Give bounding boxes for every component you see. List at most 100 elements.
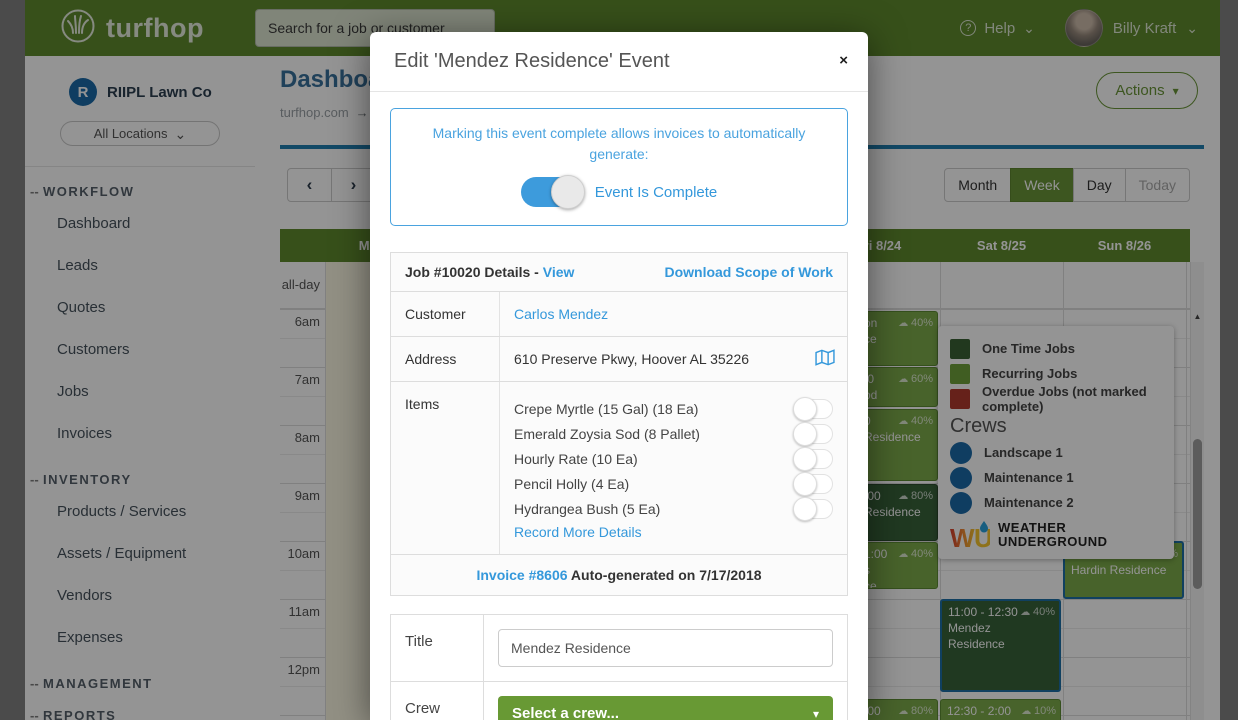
sidebar-item-assets-equipment[interactable]: Assets / Equipment <box>57 545 187 562</box>
legend-item-overdue: Overdue Jobs (not marked complete) <box>950 384 1162 414</box>
item-toggle[interactable] <box>793 471 833 496</box>
sidebar-item-dashboard[interactable]: Dashboard <box>57 215 131 232</box>
calendar-scrollbar[interactable] <box>1190 262 1204 720</box>
title-row: Title <box>391 615 847 682</box>
toggle-label: Event Is Complete <box>594 183 718 201</box>
item-toggle[interactable] <box>793 496 833 521</box>
turfhop-logo[interactable]: turfhop <box>60 0 204 56</box>
modal-body: Marking this event complete allows invoi… <box>370 92 868 720</box>
item-toggle[interactable] <box>793 446 833 471</box>
topbar-right: Help Billy Kraft <box>960 0 1198 56</box>
item-toggle[interactable] <box>793 396 833 421</box>
event-complete-toggle[interactable] <box>520 175 585 209</box>
sidebar: R RIIPL Lawn Co All Locations WORKFLOW D… <box>25 56 255 720</box>
help-label: Help <box>984 19 1016 37</box>
title-label: Title <box>405 633 433 650</box>
sidebar-item-jobs[interactable]: Jobs <box>57 383 89 400</box>
location-label: All Locations <box>93 126 168 141</box>
location-selector[interactable]: All Locations <box>60 121 220 146</box>
caret-down-icon <box>813 705 819 720</box>
time-label: 6am <box>294 314 320 329</box>
calendar-nav: ‹ › <box>287 168 376 202</box>
scrollbar-thumb[interactable] <box>1193 439 1202 589</box>
customer-link[interactable]: Carlos Mendez <box>514 306 609 322</box>
job-item: Emerald Zoysia Sod (8 Pallet) <box>514 421 833 446</box>
crew-select[interactable]: Select a crew... <box>498 696 833 720</box>
download-scope-link[interactable]: Download Scope of Work <box>664 264 833 280</box>
company-logo: R <box>69 78 97 106</box>
job-header-text: Job #10020 Details - <box>405 264 539 280</box>
toggle-knob <box>550 175 585 209</box>
company-name: RIIPL Lawn Co <box>107 83 212 101</box>
breadcrumb[interactable]: turfhop.com <box>280 105 369 120</box>
calendar-event-thomas[interactable]: 10% 12:30 - 2:00Thomas <box>940 699 1061 720</box>
address-row: Address 610 Preserve Pkwy, Hoover AL 352… <box>391 337 847 382</box>
job-item: Hydrangea Bush (5 Ea) <box>514 496 833 521</box>
invoice-row: Invoice #8606 Auto-generated on 7/17/201… <box>391 555 847 595</box>
items-row: Items Crepe Myrtle (15 Gal) (18 Ea) Emer… <box>391 382 847 555</box>
actions-button[interactable]: Actions <box>1096 72 1198 109</box>
wu-icon: W U <box>950 521 990 551</box>
view-day-button[interactable]: Day <box>1072 168 1126 202</box>
help-icon <box>960 20 977 36</box>
crew-row: Crew Select a crew... <box>391 682 847 720</box>
user-menu[interactable]: Billy Kraft <box>1064 9 1198 47</box>
complete-banner: Marking this event complete allows invoi… <box>390 108 848 226</box>
svg-text:W: W <box>950 523 975 551</box>
legend-crew-maintenance-2: Maintenance 2 <box>950 490 1162 515</box>
item-toggle[interactable] <box>793 421 833 446</box>
column-divider <box>325 262 326 720</box>
title-input[interactable] <box>498 629 833 667</box>
close-icon[interactable]: × <box>839 52 848 69</box>
toggle-row: Event Is Complete <box>419 175 819 209</box>
legend-item-recurring: Recurring Jobs <box>950 361 1162 386</box>
weather-forecast: 80% <box>898 488 933 505</box>
day-header-sat: Sat 8/25 <box>976 238 1027 253</box>
job-item: Pencil Holly (4 Ea) <box>514 471 833 496</box>
sidebar-item-leads[interactable]: Leads <box>57 257 98 274</box>
time-label: 8am <box>294 430 320 445</box>
help-menu[interactable]: Help <box>960 20 1035 37</box>
banner-text: Marking this event complete allows invoi… <box>432 125 806 162</box>
brand-name: turfhop <box>106 12 204 43</box>
crews-title: Crews <box>950 415 1007 437</box>
sidebar-item-vendors[interactable]: Vendors <box>57 587 113 604</box>
view-job-link[interactable]: View <box>542 264 575 280</box>
view-month-button[interactable]: Month <box>944 168 1012 202</box>
items-label: Items <box>405 396 440 412</box>
section-inventory: INVENTORY <box>30 472 255 487</box>
crew-select-placeholder: Select a crew... <box>512 705 620 720</box>
sidebar-item-products-services[interactable]: Products / Services <box>57 503 187 520</box>
view-today-button[interactable]: Today <box>1124 168 1190 202</box>
address-value: 610 Preserve Pkwy, Hoover AL 35226 <box>514 351 750 367</box>
section-workflow: WORKFLOW <box>30 184 255 199</box>
weather-forecast: 40% <box>898 413 933 430</box>
sidebar-item-invoices[interactable]: Invoices <box>57 425 113 442</box>
record-more-details-link[interactable]: Record More Details <box>514 524 642 540</box>
time-label: 11am <box>288 604 320 619</box>
avatar <box>1064 9 1103 47</box>
company-header: R RIIPL Lawn Co <box>69 78 255 106</box>
time-label: 9am <box>294 488 320 503</box>
address-label: Address <box>405 351 457 367</box>
section-reports: REPORTS <box>30 708 255 720</box>
job-item: Crepe Myrtle (15 Gal) (18 Ea) <box>514 396 833 421</box>
overdue-swatch <box>950 388 970 409</box>
calendar-legend: One Time Jobs Recurring Jobs Overdue Job… <box>938 326 1174 559</box>
sidebar-item-expenses[interactable]: Expenses <box>57 629 123 646</box>
job-item: Hourly Rate (10 Ea) <box>514 446 833 471</box>
event-form: Title Crew Select a crew... <box>390 614 848 720</box>
actions-label: Actions <box>1115 82 1165 99</box>
crew-color-dot <box>950 491 972 514</box>
legend-item-one-time: One Time Jobs <box>950 336 1162 361</box>
turfhop-grass-icon <box>60 8 96 49</box>
invoice-link[interactable]: Invoice #8606 <box>476 567 568 583</box>
sidebar-item-customers[interactable]: Customers <box>57 341 130 358</box>
time-label: 10am <box>287 546 320 561</box>
crew-color-dot <box>950 466 972 489</box>
sidebar-item-quotes[interactable]: Quotes <box>57 299 106 316</box>
crew-label: Crew <box>405 700 441 717</box>
weather-forecast: 80% <box>898 703 933 720</box>
map-icon[interactable] <box>815 349 835 369</box>
